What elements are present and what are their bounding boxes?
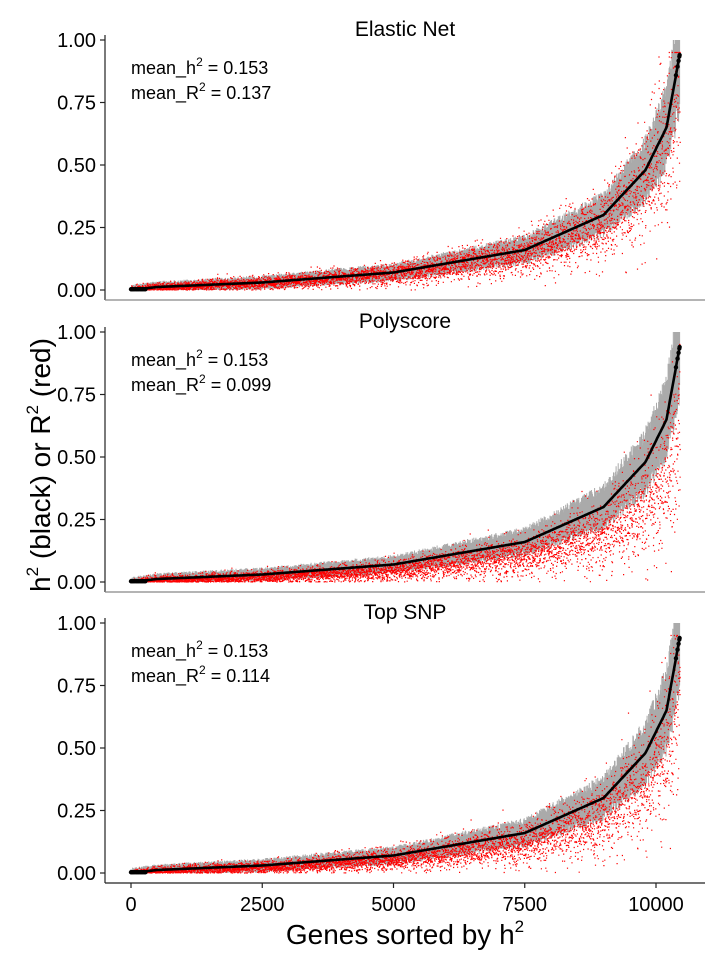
mean-r2-value: 0.099 xyxy=(226,375,271,395)
mean-h2-annotation: mean_h2 = 0.153 xyxy=(131,55,268,79)
x-tick-label: 10000 xyxy=(628,894,684,916)
mean-r2-annotation: mean_R2 = 0.114 xyxy=(131,663,270,687)
mean-h2-label: mean_h xyxy=(131,58,196,79)
y-tick-label: 0.00 xyxy=(57,280,96,302)
panel-title: Polyscore xyxy=(359,310,451,333)
h2-point xyxy=(677,635,682,641)
mean-h2-annotation: mean_h2 = 0.153 xyxy=(131,638,268,662)
mean-r2-sup: 2 xyxy=(199,80,206,94)
panel-0: 0.00 0.25 0.50 0.75 1.00 Elastic Net mean_h2 =… xyxy=(57,18,705,302)
h2-series xyxy=(128,635,682,875)
h2-point xyxy=(673,73,679,78)
y-tick-label: 0.00 xyxy=(57,863,96,885)
y-tick-label: 0.50 xyxy=(57,738,96,760)
x-axis-label: Genes sorted by h2 xyxy=(286,917,524,950)
h2-point xyxy=(673,365,679,370)
y-tick-label: 0.25 xyxy=(57,801,96,823)
y-tick-label: 0.50 xyxy=(57,447,96,469)
y-axis-label: h2 (black) or R2 (red) xyxy=(23,338,56,592)
panel-title: Elastic Net xyxy=(355,18,456,41)
h2-point xyxy=(675,356,680,361)
h2-point xyxy=(676,350,681,355)
y-axis-label-sup2: 2 xyxy=(23,405,42,414)
h2-point xyxy=(677,344,682,350)
h2-point xyxy=(676,641,681,646)
mean-h2-eq: = xyxy=(203,641,224,661)
y-tick-label: 0.00 xyxy=(57,572,96,594)
mean-h2-value: 0.153 xyxy=(223,350,268,370)
panel-2: 0.00 0.25 0.50 0.75 1.00 0 2500 5000 7500 10000 To… xyxy=(57,601,705,916)
mean-r2-annotation: mean_R2 = 0.137 xyxy=(131,80,271,104)
mean-r2-label: mean_R xyxy=(131,375,199,396)
x-tick-label: 2500 xyxy=(240,894,285,916)
mean-r2-value: 0.114 xyxy=(226,666,270,686)
mean-h2-label: mean_h xyxy=(131,641,196,662)
h2-curve xyxy=(129,56,681,292)
y-tick-label: 0.75 xyxy=(57,93,96,115)
mean-r2-sup: 2 xyxy=(199,663,206,677)
h2-point xyxy=(143,870,148,875)
panel-1: 0.00 0.25 0.50 0.75 1.00 Polyscore mean_h2 = 0… xyxy=(57,310,705,594)
h2-point xyxy=(676,58,681,63)
y-axis-label-part1: h xyxy=(25,576,56,592)
y-axis-label-sup1: 2 xyxy=(23,567,42,576)
h2-curve xyxy=(129,348,681,584)
y-tick-label: 1.00 xyxy=(57,30,96,52)
mean-h2-sup: 2 xyxy=(196,638,203,652)
y-tick-label: 0.25 xyxy=(57,218,96,240)
mean-r2-eq: = xyxy=(206,83,227,103)
mean-r2-sup: 2 xyxy=(199,372,206,386)
mean-r2-value: 0.137 xyxy=(226,83,271,103)
x-axis-label-base: Genes sorted by h xyxy=(286,919,515,950)
mean-h2-annotation: mean_h2 = 0.153 xyxy=(131,347,268,371)
h2-point xyxy=(143,579,148,584)
mean-r2-eq: = xyxy=(206,666,227,686)
mean-h2-sup: 2 xyxy=(196,347,203,361)
mean-r2-label: mean_R xyxy=(131,83,199,104)
mean-h2-sup: 2 xyxy=(196,55,203,69)
h2-series xyxy=(128,344,682,584)
y-tick-label: 0.75 xyxy=(57,676,96,698)
mean-h2-eq: = xyxy=(203,58,224,78)
y-tick-label: 0.75 xyxy=(57,385,96,407)
h2-point xyxy=(143,287,148,292)
y-axis-label-part3: (red) xyxy=(25,338,56,405)
panel-title: Top SNP xyxy=(364,601,447,624)
h2-point xyxy=(675,647,680,652)
mean-h2-value: 0.153 xyxy=(223,641,268,661)
h2-series xyxy=(128,52,682,292)
y-tick-label: 1.00 xyxy=(57,613,96,635)
y-axis-label-part2: (black) or R xyxy=(25,414,56,566)
x-tick-label: 5000 xyxy=(371,894,416,916)
y-tick-label: 0.25 xyxy=(57,510,96,532)
h2-point xyxy=(673,656,679,661)
mean-r2-label: mean_R xyxy=(131,666,199,687)
h2-point xyxy=(675,64,680,69)
h2-point xyxy=(677,52,682,58)
y-tick-label: 1.00 xyxy=(57,322,96,344)
mean-r2-eq: = xyxy=(206,375,227,395)
h2-curve xyxy=(129,639,681,875)
x-axis-label-sup: 2 xyxy=(515,917,524,936)
mean-h2-eq: = xyxy=(203,350,224,370)
y-tick-label: 0.50 xyxy=(57,155,96,177)
x-tick-label: 7500 xyxy=(503,894,548,916)
mean-r2-annotation: mean_R2 = 0.099 xyxy=(131,372,271,396)
x-tick-label: 0 xyxy=(125,894,136,916)
mean-h2-value: 0.153 xyxy=(223,58,268,78)
mean-h2-label: mean_h xyxy=(131,350,196,371)
